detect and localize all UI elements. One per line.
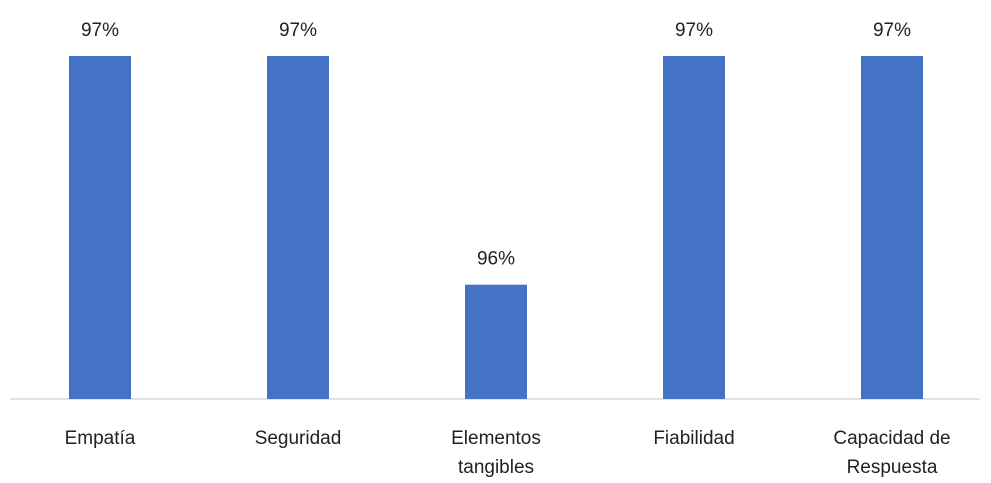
category-label-3: Fiabilidad (653, 428, 734, 449)
bar-1 (267, 56, 329, 399)
bar-0 (69, 56, 131, 399)
data-label-2: 96% (477, 249, 515, 270)
category-labels-group: Empatía Seguridad Elementos tangibles Fiabil… (65, 428, 951, 478)
bar-2 (465, 284, 527, 399)
data-label-1: 97% (279, 20, 317, 41)
data-label-0: 97% (81, 20, 119, 41)
category-label-2: Elementos tangibles (451, 428, 541, 478)
category-label-0: Empatía (65, 428, 136, 449)
bar-4 (861, 56, 923, 399)
bar-3 (663, 56, 725, 399)
category-label-1: Seguridad (255, 428, 342, 449)
data-labels-group: 97% 97% 96% 97% 97% (81, 20, 911, 270)
data-label-3: 97% (675, 20, 713, 41)
category-label-4: Capacidad de Respuesta (833, 428, 950, 478)
bars-group (69, 56, 923, 399)
data-label-4: 97% (873, 20, 911, 41)
